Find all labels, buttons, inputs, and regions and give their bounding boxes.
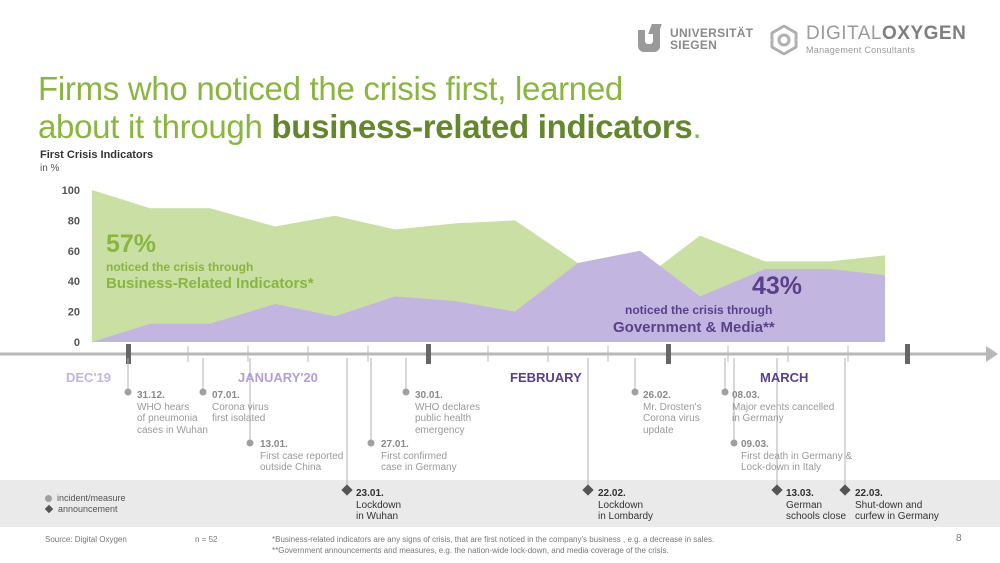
- y-tick-label: 0: [74, 337, 80, 349]
- event-2701: 27.01. First confirmed case in Germany: [381, 439, 457, 473]
- event-circle-icon: [402, 388, 410, 396]
- chart-title: First Crisis Indicators: [40, 149, 154, 161]
- government-percentage: 43%: [752, 272, 803, 300]
- do-name-light: DIGITAL: [806, 23, 882, 44]
- event-3001: 30.01. WHO declares public health emergency: [415, 390, 481, 436]
- university-logo-icon: [636, 24, 664, 54]
- month-mar: MARCH: [760, 370, 809, 385]
- government-label-line1: noticed the crisis through: [625, 303, 773, 317]
- y-tick-label: 100: [62, 185, 80, 197]
- announcement-diamond-icon: [582, 484, 594, 496]
- uni-line1: UNIVERSITÄT: [670, 26, 754, 40]
- event-circle-icon: [199, 388, 207, 396]
- event-3112: 31.12. WHO hears of pneumonia cases in Wuha…: [137, 390, 208, 436]
- title-line2-end: .: [692, 108, 702, 145]
- event-2602: 26.02. Mr. Drosten's Corona virus update: [643, 390, 702, 436]
- area-government-media: [92, 250, 885, 342]
- timeline-arrow-icon: [986, 346, 998, 362]
- event-circle-icon: [730, 439, 738, 447]
- announcement-diamond-icon: [771, 484, 783, 496]
- event-1301: 13.01. First case reported outside China: [260, 439, 344, 473]
- government-label-line2: Government & Media**: [613, 319, 775, 336]
- event-0701: 07.01. Corona virus first isolated: [212, 390, 269, 424]
- y-tick-label: 60: [68, 246, 80, 258]
- footer-note2: **Government announcements and measures,…: [272, 546, 669, 555]
- title-line2-bold: business-related indicators: [271, 108, 693, 145]
- event-0803: 08.03. Major events cancelled in Germany: [732, 390, 835, 424]
- y-tick-label: 40: [68, 276, 80, 288]
- footer-n: n = 52: [195, 535, 218, 544]
- announcement-2202: 22.02. Lockdown in Lombardy: [598, 488, 654, 522]
- announcement-1303: 13.03. German schools close: [786, 488, 847, 522]
- university-siegen-logo: UNIVERSITÄT SIEGEN: [636, 22, 753, 56]
- title-line1: Firms who noticed the crisis first, lear…: [38, 70, 623, 107]
- event-circle-icon: [124, 388, 132, 396]
- chart-unit: in %: [40, 163, 60, 174]
- announcement-diamond-icon: [341, 484, 353, 496]
- legend-announcement: announcement: [44, 504, 118, 514]
- month-dec: DEC'19: [66, 370, 111, 385]
- event-circle-icon: [246, 439, 254, 447]
- timeline-major-tick: [126, 344, 131, 364]
- event-circle-icon: [367, 439, 375, 447]
- announcement-diamond-icon: [839, 484, 851, 496]
- announcement-2301: 23.01. Lockdown in Wuhan: [356, 488, 402, 522]
- month-jan: JANUARY'20: [238, 370, 318, 385]
- uni-line2: SIEGEN: [670, 38, 718, 52]
- y-tick-label: 20: [68, 307, 80, 319]
- legend-incident: incident/measure: [45, 493, 126, 503]
- announcement-2203: 22.03. Shut-down and curfew in Germany: [855, 488, 939, 522]
- business-label-line2: Business-Related Indicators*: [106, 275, 314, 292]
- page-title: Firms who noticed the crisis first, lear…: [38, 70, 702, 146]
- timeline-major-tick: [666, 344, 671, 364]
- do-subtitle: Management Consultants: [806, 45, 916, 55]
- footer-note1: *Business-related indicators are any sig…: [272, 535, 715, 544]
- page-number: 8: [956, 533, 962, 544]
- announcement-band: [0, 480, 1000, 527]
- digital-oxygen-logo: DIGITALOXYGEN Management Consultants: [770, 24, 966, 55]
- month-feb: FEBRUARY: [510, 370, 582, 385]
- footer-source: Source: Digital Oxygen: [45, 535, 127, 544]
- timeline-major-tick: [905, 344, 910, 364]
- circle-icon: [45, 494, 52, 502]
- business-label-line1: noticed the crisis through: [106, 260, 254, 274]
- business-percentage: 57%: [106, 230, 157, 258]
- y-tick-label: 80: [68, 215, 80, 227]
- title-line2-plain: about it through: [38, 108, 272, 145]
- diamond-icon: [44, 504, 54, 514]
- timeline-major-tick: [426, 344, 431, 364]
- hexagon-logo-icon: [770, 24, 798, 55]
- do-name-bold: OXYGEN: [882, 23, 967, 44]
- event-circle-icon: [631, 388, 639, 396]
- event-circle-icon: [721, 388, 729, 396]
- event-0903: 09.03. First death in Germany & Lock-down …: [741, 439, 853, 473]
